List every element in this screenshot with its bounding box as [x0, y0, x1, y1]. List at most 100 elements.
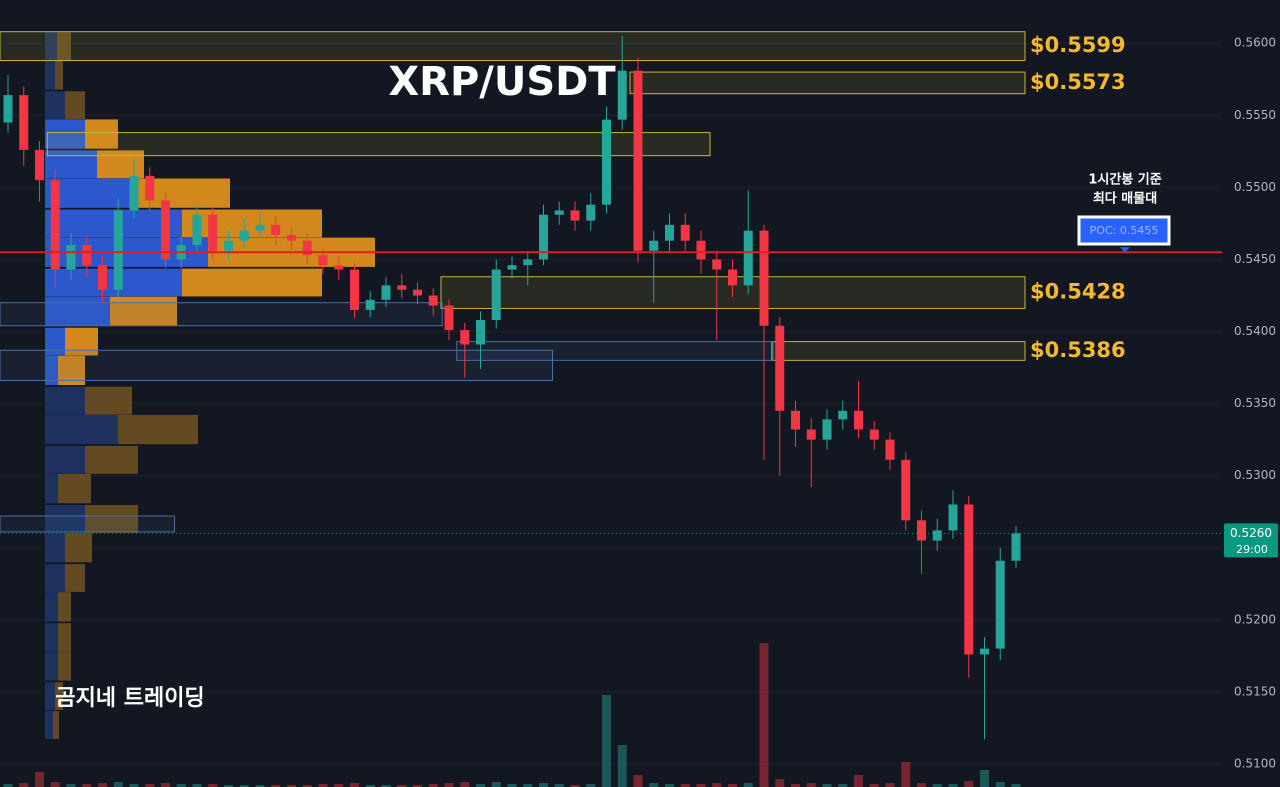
volume-bar	[476, 784, 485, 787]
volume-bar	[633, 775, 643, 787]
candle-body	[302, 240, 312, 256]
profile-buy	[45, 623, 58, 652]
profile-sell	[97, 150, 144, 179]
volume-bar	[791, 784, 800, 787]
volume-bar	[239, 785, 249, 787]
candle-body	[507, 265, 517, 270]
volume-bar	[161, 783, 170, 787]
volume-bar	[980, 770, 989, 787]
volume-bar	[208, 784, 218, 787]
volume-bar	[759, 643, 769, 787]
y-tick-label: 0.5300	[1234, 468, 1276, 482]
profile-sell	[55, 682, 63, 711]
profile-buy	[45, 592, 58, 622]
profile-buy	[45, 682, 55, 711]
profile-buy	[45, 533, 65, 563]
candle-body	[806, 429, 816, 440]
zone	[771, 341, 1026, 361]
candle-body	[570, 210, 580, 221]
candle-body	[19, 95, 29, 150]
profile-sell	[118, 414, 198, 445]
volume-bar	[491, 782, 501, 787]
candle-body	[759, 230, 769, 326]
zone-label: $0.5386	[1030, 338, 1126, 362]
profile-sell	[182, 268, 322, 297]
candle-body	[917, 520, 926, 541]
candle-body	[428, 295, 438, 306]
volume-bar	[806, 783, 816, 787]
volume-bar	[617, 745, 627, 787]
candle-body	[239, 230, 249, 241]
candle-body	[932, 530, 942, 541]
poc-label: POC: 0.5455	[1090, 224, 1159, 237]
candle-body	[491, 269, 501, 320]
candle-body	[334, 265, 344, 270]
candle-body	[980, 648, 989, 655]
y-tick-label: 0.5600	[1234, 36, 1276, 50]
candle-body	[98, 265, 107, 290]
zone	[0, 31, 1026, 62]
volume-bar	[224, 785, 233, 787]
profile-buy	[45, 711, 53, 739]
profile-sell	[85, 504, 138, 533]
candle-body	[633, 70, 643, 251]
profile-sell	[58, 473, 91, 504]
profile-buy	[45, 296, 110, 326]
candle-body	[50, 180, 60, 270]
zone-label: $0.5573	[1030, 70, 1126, 94]
profile-sell	[182, 209, 322, 238]
profile-buy	[45, 473, 58, 504]
volume-bar	[50, 782, 60, 787]
candle-body	[82, 245, 92, 266]
candle-body	[743, 230, 753, 286]
volume-bar	[255, 785, 265, 787]
volume-layer	[3, 643, 1021, 787]
zone-label: $0.5599	[1030, 33, 1126, 57]
candle-body	[948, 504, 958, 531]
candle-body	[161, 200, 170, 260]
profile-buy	[45, 91, 65, 120]
volume-bar	[507, 784, 517, 787]
volume-bar	[649, 783, 659, 787]
volume-bar	[523, 784, 533, 787]
profile-sell	[85, 119, 118, 149]
volume-bar	[444, 783, 454, 787]
volume-bar	[334, 784, 344, 787]
y-tick-label: 0.5400	[1234, 324, 1276, 338]
volume-bar	[964, 781, 974, 787]
zone	[0, 302, 443, 327]
profile-sell	[58, 623, 71, 652]
candle-body	[539, 214, 548, 260]
last-price-tag	[1224, 523, 1278, 558]
profile-sell	[85, 386, 132, 415]
profile-buy	[45, 445, 85, 474]
zone	[456, 341, 774, 361]
volume-bar	[901, 762, 911, 787]
volume-bar	[917, 783, 926, 787]
countdown: 29:00	[1236, 543, 1268, 556]
volume-bar	[822, 784, 832, 787]
candle-body	[680, 224, 690, 241]
profile-buy	[45, 414, 118, 445]
profile-buy	[45, 386, 85, 415]
profile-buy	[45, 32, 57, 61]
y-tick-label: 0.5550	[1234, 108, 1276, 122]
zone	[46, 132, 711, 157]
annotation: 최다 매물대	[1093, 191, 1157, 207]
candle-body	[712, 259, 722, 270]
zone-label: $0.5428	[1030, 280, 1126, 304]
zones-layer	[0, 31, 1026, 533]
candle-body	[444, 305, 454, 331]
volume-bar	[1011, 784, 1021, 787]
profile-sell	[110, 296, 177, 326]
zone	[0, 515, 175, 533]
candle-body	[586, 204, 596, 221]
candle-body	[145, 175, 155, 201]
profile-buy	[45, 268, 182, 297]
candle-body	[554, 210, 564, 215]
volume-bar	[287, 785, 296, 787]
candle-body	[255, 224, 265, 231]
volume-bar	[365, 785, 375, 787]
